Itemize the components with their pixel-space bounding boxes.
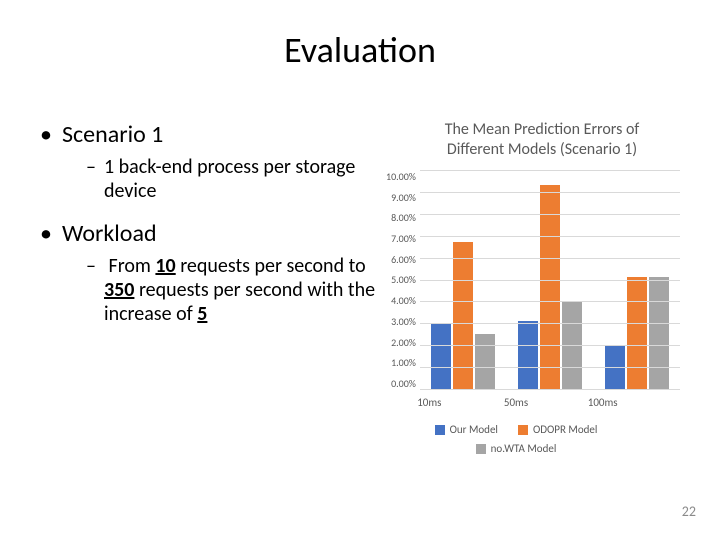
subbullet-scenario: 1 back-end process per storage device	[86, 155, 380, 203]
gridline	[420, 280, 680, 281]
gridline	[420, 389, 680, 390]
bullet-workload: Workload	[40, 219, 380, 248]
legend-item: ODOPR Model	[518, 423, 597, 436]
slide: Evaluation Scenario 1 1 back-end process…	[0, 0, 720, 540]
bar-chart: The Mean Prediction Errors of Different …	[386, 120, 698, 455]
legend-label: Our Model	[450, 423, 498, 436]
gridline	[420, 367, 680, 368]
chart-title-line1: The Mean Prediction Errors of	[445, 120, 640, 139]
y-tick-label: 10.00%	[386, 170, 416, 183]
x-axis-wrap: 10ms50ms100ms	[386, 390, 698, 409]
legend-label: ODOPR Model	[533, 423, 597, 436]
text-content: Scenario 1 1 back-end process per storag…	[40, 120, 380, 342]
wl-prefix: From	[109, 254, 156, 278]
y-tick-label: 8.00%	[386, 211, 416, 224]
legend-row: no.WTA Model	[386, 442, 646, 455]
y-tick-label: 4.00%	[386, 294, 416, 307]
bar	[649, 277, 669, 389]
bullet-workload-label: Workload	[62, 219, 157, 248]
bullet-scenario-label: Scenario 1	[62, 120, 163, 149]
wl-mid1: requests per second to	[176, 254, 366, 278]
chart-legend: Our Model ODOPR Model no.WTA Model	[386, 423, 646, 455]
chart-title-line2: Different Models (Scenario 1)	[447, 140, 637, 159]
y-tick-label: 6.00%	[386, 253, 416, 266]
plot-wrap: 10.00% 9.00% 8.00% 7.00% 6.00% 5.00% 4.00% 3.00…	[386, 170, 698, 390]
gridline	[420, 258, 680, 259]
y-axis-labels: 10.00% 9.00% 8.00% 7.00% 6.00% 5.00% 4.00% 3.00…	[386, 170, 420, 390]
legend-swatch	[476, 444, 486, 454]
gridline	[420, 301, 680, 302]
chart-title: The Mean Prediction Errors of Different …	[386, 120, 698, 160]
y-tick-label: 1.00%	[386, 356, 416, 369]
bullet-scenario: Scenario 1	[40, 120, 380, 149]
y-tick-label: 9.00%	[386, 191, 416, 204]
legend-swatch	[435, 425, 445, 435]
gridline	[420, 236, 680, 237]
bar	[627, 277, 647, 389]
gridline	[420, 192, 680, 193]
legend-label: no.WTA Model	[491, 442, 557, 455]
y-tick-label: 5.00%	[386, 273, 416, 286]
x-axis-labels: 10ms50ms100ms	[386, 390, 646, 409]
page-number: 22	[682, 503, 696, 520]
y-tick-label: 3.00%	[386, 315, 416, 328]
gridline	[420, 170, 680, 171]
slide-title: Evaluation	[0, 28, 720, 72]
gridline	[420, 345, 680, 346]
wl-n3: 5	[197, 302, 207, 326]
wl-n1: 10	[155, 254, 175, 278]
x-tick-label: 50ms	[473, 390, 560, 409]
legend-item: Our Model	[435, 423, 498, 436]
subbullet-workload: From 10 requests per second to 350 reque…	[86, 254, 380, 326]
wl-mid2: requests per second with the increase of	[104, 278, 375, 326]
gridline	[420, 214, 680, 215]
y-tick-label: 0.00%	[386, 377, 416, 390]
x-tick-label: 100ms	[559, 390, 646, 409]
y-tick-label: 7.00%	[386, 232, 416, 245]
wl-n2: 350	[104, 278, 134, 302]
legend-swatch	[518, 425, 528, 435]
bar	[431, 323, 451, 389]
plot-area	[420, 170, 680, 390]
bar	[475, 334, 495, 389]
gridline	[420, 323, 680, 324]
y-tick-label: 2.00%	[386, 336, 416, 349]
x-tick-label: 10ms	[386, 390, 473, 409]
bar	[518, 321, 538, 389]
bar	[540, 185, 560, 389]
legend-item: no.WTA Model	[476, 442, 557, 455]
